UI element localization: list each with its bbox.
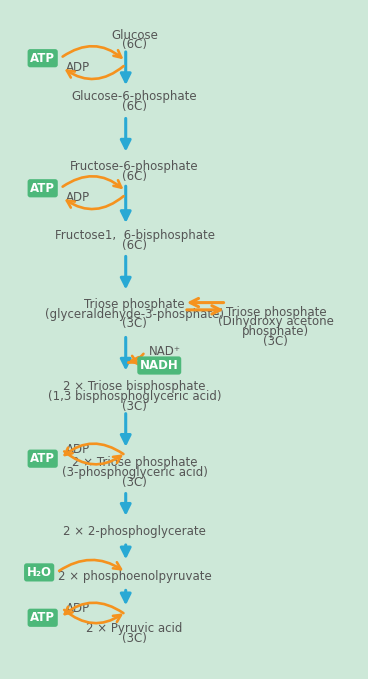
Text: 2 × phosphoenolpyruvate: 2 × phosphoenolpyruvate <box>58 570 211 583</box>
Text: (Dihydroxy acetone: (Dihydroxy acetone <box>218 316 334 329</box>
Text: (3C): (3C) <box>122 399 147 413</box>
Text: (6C): (6C) <box>122 100 147 113</box>
Text: Glucose: Glucose <box>111 29 158 41</box>
Text: ADP: ADP <box>66 443 90 456</box>
Text: Fructose1,  6-bisphosphate: Fructose1, 6-bisphosphate <box>54 229 215 242</box>
Text: (3C): (3C) <box>263 335 288 348</box>
Text: (3C): (3C) <box>122 317 147 330</box>
Text: NAD⁺: NAD⁺ <box>149 345 181 358</box>
Text: Triose phosphate: Triose phosphate <box>226 306 326 318</box>
Text: ADP: ADP <box>66 61 90 74</box>
Text: (1,3 bisphosphoglyceric acid): (1,3 bisphosphoglyceric acid) <box>48 390 221 403</box>
Text: (3C): (3C) <box>122 476 147 489</box>
Text: 2 × 2-phosphoglycerate: 2 × 2-phosphoglycerate <box>63 525 206 538</box>
Text: 2 × Pyruvic acid: 2 × Pyruvic acid <box>86 622 183 635</box>
Text: (3-phosphoglyceric acid): (3-phosphoglyceric acid) <box>61 466 208 479</box>
Text: (glyceraldehyde-3-phosphate): (glyceraldehyde-3-phosphate) <box>45 308 224 320</box>
Text: ATP: ATP <box>30 452 55 465</box>
Text: (6C): (6C) <box>122 238 147 252</box>
Text: ADP: ADP <box>66 602 90 614</box>
Text: (3C): (3C) <box>122 632 147 645</box>
Text: Glucose-6-phosphate: Glucose-6-phosphate <box>72 90 197 103</box>
Text: 2 × Triose bisphosphate: 2 × Triose bisphosphate <box>63 380 206 393</box>
Text: ADP: ADP <box>66 191 90 204</box>
Text: (6C): (6C) <box>122 170 147 183</box>
Text: phosphate): phosphate) <box>242 325 309 338</box>
Text: ATP: ATP <box>30 182 55 195</box>
Text: ATP: ATP <box>30 611 55 624</box>
Text: H₂O: H₂O <box>26 566 52 579</box>
Text: 2 × Triose phosphate: 2 × Triose phosphate <box>72 456 197 469</box>
Text: ATP: ATP <box>30 52 55 65</box>
Text: (6C): (6C) <box>122 39 147 52</box>
Text: NADH: NADH <box>140 359 178 372</box>
Text: Fructose-6-phosphate: Fructose-6-phosphate <box>70 160 199 173</box>
Text: Triose phosphate: Triose phosphate <box>84 298 185 311</box>
